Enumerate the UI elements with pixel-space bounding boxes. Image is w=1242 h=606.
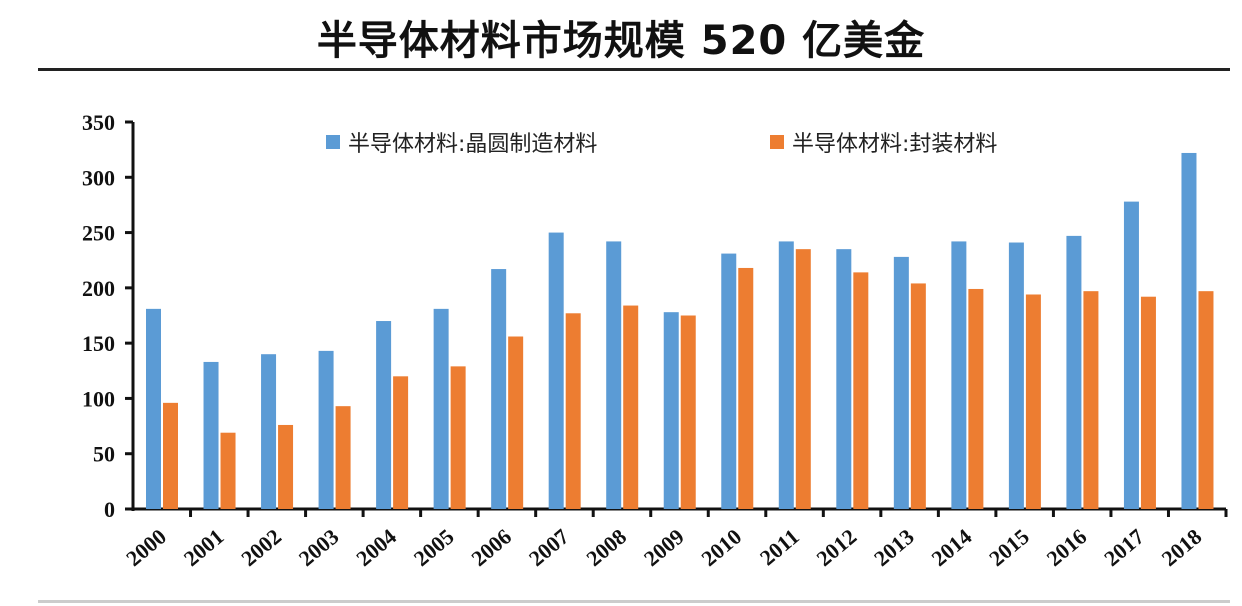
bar-packaging-2015 [1025,294,1041,509]
bar-packaging-2017 [1140,296,1156,509]
x-tick-label: 2017 [1099,524,1149,571]
bar-wafer-2007 [548,232,564,510]
bar-packaging-2013 [910,283,926,509]
legend-swatch [770,135,784,149]
x-tick-label: 2006 [466,524,516,571]
x-tick-label: 2010 [696,524,746,571]
bar-packaging-2018 [1198,291,1214,509]
bar-wafer-2015 [1008,242,1024,509]
bar-wafer-2016 [1066,235,1082,510]
y-tick-label: 300 [82,165,115,190]
y-tick-label: 200 [82,276,115,301]
bar-packaging-2009 [680,315,696,509]
bar-packaging-2016 [1083,291,1099,509]
bar-wafer-2002 [261,354,277,509]
bar-packaging-2002 [278,424,294,509]
bar-packaging-2003 [335,406,351,509]
bar-packaging-2000 [163,402,178,509]
x-tick-label: 2005 [409,524,459,571]
x-tick-label: 2018 [1157,524,1207,571]
bar-wafer-2010 [721,253,737,509]
bar-wafer-2006 [491,269,507,509]
x-tick-label: 2014 [927,524,977,571]
bar-packaging-2005 [450,366,466,509]
bar-packaging-2010 [738,267,754,509]
bar-wafer-2012 [836,249,852,509]
x-tick-label: 2009 [639,524,689,571]
bar-wafer-2000 [146,308,161,509]
y-tick-label: 50 [93,442,115,467]
x-tick-label: 2001 [179,524,229,571]
x-tick-label: 2004 [351,524,401,571]
bar-wafer-2003 [318,350,334,509]
x-tick-label: 2016 [1042,524,1092,571]
y-tick-label: 100 [82,386,115,411]
y-tick-label: 150 [82,331,115,356]
y-tick-label: 250 [82,221,115,246]
page-title: 半导体材料市场规模 520 亿美金 [316,18,926,64]
bar-packaging-2004 [393,376,409,509]
bar-wafer-2009 [663,312,679,509]
bar-wafer-2018 [1181,152,1197,509]
bar-wafer-2014 [951,241,967,509]
bar-wafer-2004 [376,321,392,509]
bar-packaging-2001 [220,432,236,509]
y-tick-label: 350 [82,110,115,135]
bar-packaging-2007 [565,313,581,509]
x-tick-label: 2013 [869,524,919,571]
x-tick-label: 2003 [294,524,344,571]
x-tick-label: 2012 [812,524,862,571]
x-tick-label: 2011 [755,524,804,571]
title-divider [38,68,1230,71]
bar-packaging-2008 [623,305,639,509]
bar-packaging-2014 [968,288,984,509]
bar-wafer-2008 [606,241,622,509]
bar-packaging-2011 [795,249,811,509]
legend-label: 半导体材料:晶圆制造材料 [348,132,597,157]
bar-wafer-2005 [433,308,449,509]
bar-packaging-2006 [508,336,524,509]
bar-packaging-2012 [853,272,869,509]
legend-swatch [326,135,340,149]
x-tick-label: 2015 [984,524,1034,571]
bar-wafer-2011 [778,241,794,509]
legend-label: 半导体材料:封装材料 [792,132,997,157]
x-tick-label: 2007 [524,524,574,571]
x-tick-label: 2002 [236,524,286,571]
y-tick-label: 0 [104,497,115,522]
bar-wafer-2013 [893,256,909,509]
bottom-divider [38,600,1230,603]
bar-wafer-2001 [203,361,219,509]
x-tick-label: 2000 [121,524,171,571]
x-tick-label: 2008 [581,524,631,571]
bar-wafer-2017 [1123,201,1139,509]
